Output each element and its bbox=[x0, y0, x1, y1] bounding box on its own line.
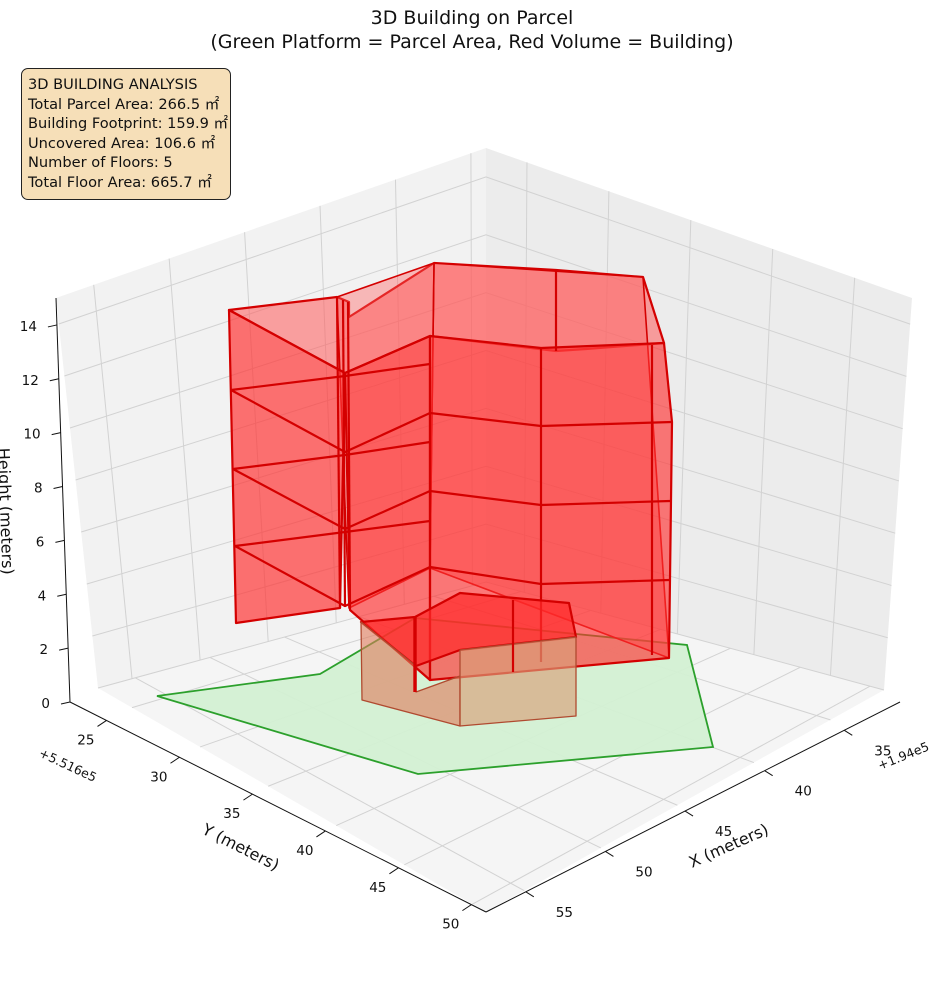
y-tick bbox=[316, 830, 326, 838]
y-tick-label: 30 bbox=[150, 769, 167, 785]
z-tick-label: 12 bbox=[22, 373, 39, 389]
y-tick bbox=[97, 720, 107, 727]
x-tick-label: 40 bbox=[795, 784, 812, 800]
chart-title-line1: 3D Building on Parcel bbox=[370, 7, 574, 29]
x-axis-line bbox=[485, 701, 901, 913]
floor-line-1-back bbox=[230, 362, 431, 392]
info-uncovered-area: Uncovered Area: 106.6 ㎡ bbox=[28, 134, 216, 152]
y-axis-label: Y (meters) bbox=[198, 819, 282, 874]
building-edge bbox=[341, 299, 347, 608]
y-tick bbox=[243, 793, 253, 801]
x-floor-gridline bbox=[135, 677, 525, 892]
x-tick bbox=[764, 770, 773, 777]
axis-ticks: 0 2 4 6 8 10 12 14 25 30 35 40 45 50 35 40 45 50 55 bbox=[20, 319, 892, 933]
z-axis-label: Height (meters) bbox=[0, 447, 17, 575]
floor-line-4 bbox=[230, 389, 673, 454]
z-tick bbox=[47, 324, 58, 328]
info-heading: 3D BUILDING ANALYSIS bbox=[28, 76, 198, 93]
z-tick-label: 14 bbox=[20, 319, 37, 335]
x-tick-label: 50 bbox=[635, 864, 652, 880]
y-tick bbox=[462, 904, 472, 912]
floor-line-2 bbox=[234, 545, 670, 608]
info-building-footprint: Building Footprint: 159.9 ㎡ bbox=[28, 115, 229, 133]
y-tick-label: 40 bbox=[296, 843, 313, 859]
y-wall-gridline bbox=[168, 258, 201, 661]
z-tick-label: 8 bbox=[34, 481, 43, 497]
analysis-info-box: 3D BUILDING ANALYSIS Total Parcel Area: … bbox=[21, 68, 231, 200]
building-volume bbox=[227, 261, 674, 727]
building-edge bbox=[335, 296, 342, 609]
y-tick-label: 25 bbox=[77, 732, 94, 748]
z-tick bbox=[49, 378, 59, 382]
z-gridline bbox=[64, 234, 907, 377]
z-axis-line bbox=[55, 297, 71, 703]
x-tick bbox=[605, 850, 614, 857]
chart-title-line2: (Green Platform = Parcel Area, Red Volum… bbox=[210, 31, 734, 53]
y-wall-gridline bbox=[93, 284, 133, 679]
x-wall-gridline bbox=[753, 248, 774, 655]
floor-line-3 bbox=[232, 468, 671, 531]
z-tick-label: 6 bbox=[36, 534, 45, 550]
z-tick bbox=[59, 647, 69, 651]
floor-line-2-back bbox=[234, 519, 431, 548]
x-tick-label: 55 bbox=[556, 905, 573, 921]
x-wall-gridline bbox=[676, 220, 692, 634]
info-total-floor-area: Total Floor Area: 665.7 ㎡ bbox=[28, 173, 212, 191]
z-tick bbox=[60, 701, 71, 705]
info-number-of-floors: Number of Floors: 5 bbox=[28, 154, 173, 172]
y-tick bbox=[170, 756, 180, 764]
y-tick-label: 35 bbox=[223, 806, 240, 822]
chart-title: 3D Building on Parcel (Green Platform = … bbox=[0, 6, 944, 54]
y-floor-gridline bbox=[404, 666, 801, 866]
z-tick bbox=[53, 486, 63, 490]
z-tick bbox=[57, 593, 67, 597]
x-tick bbox=[684, 810, 694, 817]
z-tick-label: 4 bbox=[38, 588, 47, 604]
building-annex-side bbox=[459, 636, 577, 727]
x-tick-label: 45 bbox=[715, 824, 732, 840]
y-tick-label: 50 bbox=[442, 917, 459, 933]
y-tick bbox=[389, 867, 399, 875]
floor-line-3-back bbox=[232, 440, 431, 471]
axes-frame bbox=[55, 297, 901, 913]
z-tick-label: 10 bbox=[23, 427, 40, 443]
y-axis-offset: +5.516e5 bbox=[37, 745, 99, 785]
y-floor-gridline bbox=[472, 685, 871, 905]
z-tick bbox=[51, 432, 61, 436]
y-axis-line bbox=[69, 701, 487, 913]
z-tick bbox=[55, 539, 65, 543]
info-parcel-area: Total Parcel Area: 266.5 ㎡ bbox=[28, 95, 220, 113]
floor-line-4-back bbox=[344, 334, 431, 375]
x-tick-label: 35 bbox=[874, 743, 891, 759]
z-tick-label: 0 bbox=[41, 696, 50, 712]
z-gridline bbox=[58, 176, 911, 325]
x-tick bbox=[844, 729, 853, 736]
x-wall-gridline bbox=[829, 277, 856, 676]
z-tick-label: 2 bbox=[40, 642, 49, 658]
x-tick bbox=[525, 891, 535, 898]
y-tick-label: 45 bbox=[369, 880, 386, 896]
